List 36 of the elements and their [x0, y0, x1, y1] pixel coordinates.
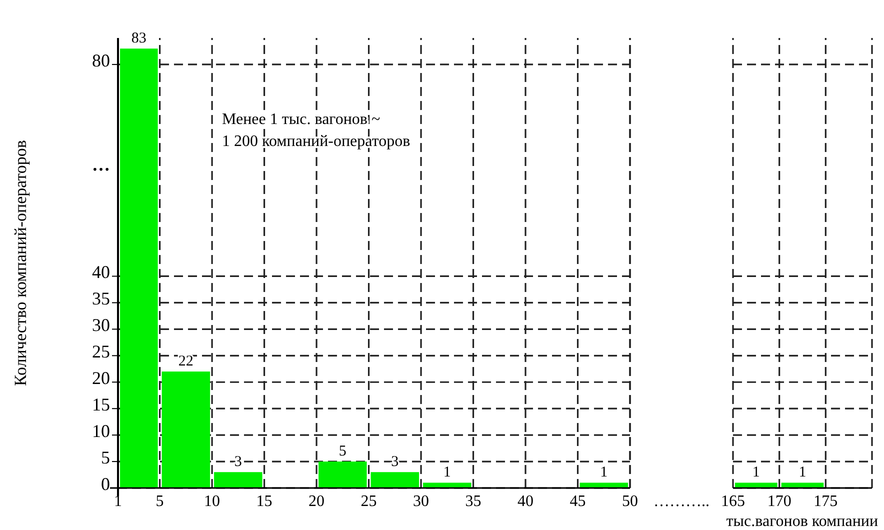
- x-tick-label: 5: [156, 493, 164, 510]
- x-tick-label: 45: [570, 493, 586, 510]
- x-tick-label: 170: [767, 493, 792, 510]
- data-label: 1: [752, 464, 760, 481]
- y-tick-label: 0: [101, 474, 110, 494]
- data-label: 1: [600, 464, 608, 481]
- x-tick-label: 15: [256, 493, 272, 510]
- y-tick-label: 20: [92, 368, 110, 388]
- x-tick-label: 40: [518, 493, 534, 510]
- x-tick-label: 165: [721, 493, 745, 510]
- x-axis-title: тыс.вагонов компании: [726, 513, 878, 530]
- x-tick-label: 50: [622, 493, 638, 510]
- y-tick-label: 35: [92, 288, 110, 309]
- x-tick-label: 1: [114, 493, 122, 510]
- y-tick-label: 15: [92, 394, 110, 414]
- data-label: 22: [178, 354, 194, 370]
- x-tick-label: 175: [814, 493, 838, 510]
- y-tick-label: 5: [101, 447, 110, 468]
- data-label: 1: [443, 464, 451, 481]
- y-tick-label: 40: [92, 262, 110, 282]
- y-tick-label: 10: [92, 420, 110, 441]
- y-tick-label: 30: [92, 314, 110, 335]
- x-tick-label: 25: [360, 493, 377, 510]
- data-label: 3: [391, 454, 399, 470]
- y-tick-label: 25: [92, 341, 110, 362]
- text: …: [92, 154, 110, 174]
- x-tick-label: 20: [308, 493, 325, 510]
- data-label: 83: [131, 30, 146, 47]
- x-tick-label: 35: [465, 493, 482, 510]
- x-tick-label: 10: [204, 493, 220, 510]
- y-axis-title: Количество компаний-операторов: [11, 140, 30, 386]
- y-tick-label: 80: [92, 50, 110, 70]
- data-label: 1: [798, 464, 806, 481]
- x-tick-label: 30: [413, 493, 430, 510]
- data-label: 5: [338, 444, 346, 460]
- text: ………..: [654, 493, 710, 510]
